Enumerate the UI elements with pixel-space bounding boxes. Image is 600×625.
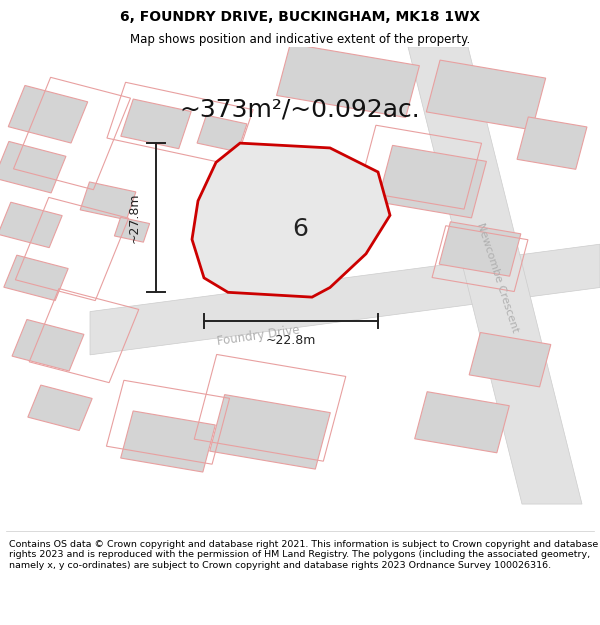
- Polygon shape: [90, 244, 600, 355]
- Polygon shape: [415, 392, 509, 452]
- Polygon shape: [12, 319, 84, 371]
- Polygon shape: [8, 86, 88, 143]
- Polygon shape: [517, 117, 587, 169]
- Polygon shape: [28, 385, 92, 431]
- Polygon shape: [408, 47, 582, 504]
- Polygon shape: [377, 146, 487, 218]
- Polygon shape: [121, 99, 191, 149]
- Text: ~27.8m: ~27.8m: [128, 192, 141, 243]
- Polygon shape: [121, 411, 215, 472]
- Text: 6: 6: [292, 217, 308, 241]
- Polygon shape: [277, 44, 419, 118]
- Polygon shape: [115, 217, 149, 242]
- Text: 6, FOUNDRY DRIVE, BUCKINGHAM, MK18 1WX: 6, FOUNDRY DRIVE, BUCKINGHAM, MK18 1WX: [120, 10, 480, 24]
- Polygon shape: [0, 141, 66, 193]
- Polygon shape: [192, 143, 390, 297]
- Text: Newcombe Crescent: Newcombe Crescent: [476, 222, 520, 334]
- Text: Contains OS data © Crown copyright and database right 2021. This information is : Contains OS data © Crown copyright and d…: [9, 540, 598, 569]
- Polygon shape: [469, 332, 551, 387]
- Text: Foundry Drive: Foundry Drive: [216, 323, 300, 348]
- Polygon shape: [4, 255, 68, 301]
- Text: ~373m²/~0.092ac.: ~373m²/~0.092ac.: [179, 98, 421, 121]
- Polygon shape: [197, 115, 247, 152]
- Text: ~22.8m: ~22.8m: [266, 334, 316, 347]
- Text: Map shows position and indicative extent of the property.: Map shows position and indicative extent…: [130, 32, 470, 46]
- Polygon shape: [0, 202, 62, 248]
- Polygon shape: [209, 394, 331, 469]
- Polygon shape: [427, 60, 545, 130]
- Polygon shape: [80, 182, 136, 220]
- Polygon shape: [439, 222, 521, 276]
